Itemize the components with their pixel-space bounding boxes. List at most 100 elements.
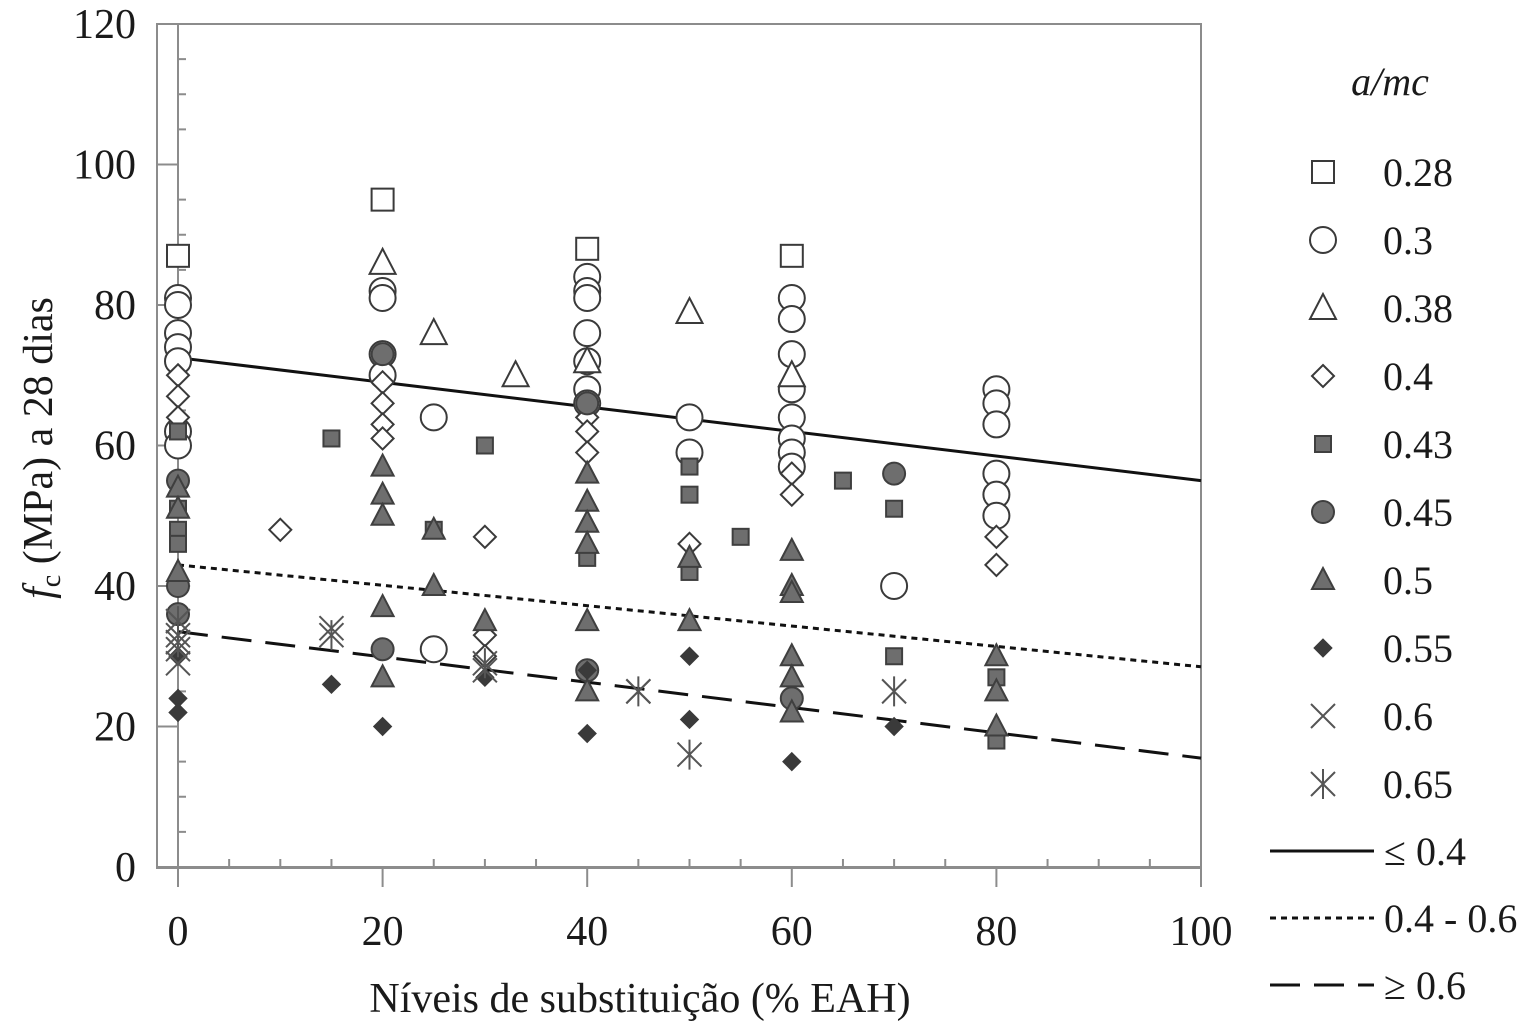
data-point bbox=[369, 501, 396, 526]
data-point bbox=[165, 650, 191, 676]
data-point bbox=[731, 527, 750, 546]
data-point bbox=[370, 390, 396, 416]
data-point bbox=[421, 515, 447, 540]
data-point bbox=[165, 557, 191, 582]
data-point bbox=[575, 236, 600, 261]
x-axis-title: Níveis de substituição (% EAH) bbox=[369, 976, 910, 1022]
legend-label: 0.4 bbox=[1383, 354, 1433, 399]
y-tick-label: 20 bbox=[94, 705, 136, 751]
legend-label: 0.65 bbox=[1383, 762, 1453, 807]
legend: a/mc 0.28 0.3 0.38 0.4 0.43 0.45 0.5 0.55 0.6 0.6… bbox=[1270, 59, 1517, 1008]
data-point bbox=[885, 647, 904, 666]
data-point bbox=[983, 524, 1009, 550]
legend-marker bbox=[1310, 769, 1336, 799]
data-point bbox=[983, 642, 1010, 667]
data-point bbox=[782, 751, 802, 772]
data-point bbox=[679, 709, 700, 730]
data-point bbox=[475, 436, 494, 455]
data-point bbox=[321, 674, 342, 695]
data-point bbox=[577, 660, 597, 681]
legend-label: 0.45 bbox=[1383, 490, 1453, 535]
legend-label: 0.55 bbox=[1383, 626, 1453, 671]
trend-line-dashed bbox=[177, 630, 1202, 760]
data-point bbox=[574, 606, 600, 632]
legend-label: ≥ 0.6 bbox=[1384, 963, 1466, 1008]
x-tick-label: 100 bbox=[1170, 909, 1233, 955]
series-0.3 bbox=[164, 262, 1011, 664]
data-point bbox=[779, 663, 805, 688]
x-tick-label: 40 bbox=[566, 909, 608, 955]
data-point bbox=[779, 642, 805, 667]
legend-label: 0.38 bbox=[1383, 286, 1453, 331]
legend-label: 0.6 bbox=[1383, 694, 1433, 739]
data-point bbox=[322, 429, 341, 448]
data-point bbox=[572, 345, 602, 374]
data-point bbox=[680, 457, 699, 476]
data-point bbox=[983, 677, 1010, 702]
data-point bbox=[884, 716, 904, 737]
data-point bbox=[168, 702, 188, 723]
legend-marker bbox=[1308, 291, 1338, 320]
data-point bbox=[779, 578, 805, 604]
x-tick-label: 80 bbox=[975, 909, 1017, 955]
legend-label: 0.28 bbox=[1383, 150, 1453, 195]
data-point bbox=[370, 187, 395, 212]
series-0.28 bbox=[166, 187, 804, 268]
data-point bbox=[369, 592, 396, 618]
y-tick-label: 0 bbox=[115, 845, 136, 891]
data-point bbox=[369, 663, 396, 688]
data-point bbox=[370, 637, 395, 662]
data-point bbox=[165, 494, 191, 519]
data-point bbox=[472, 524, 498, 550]
data-point bbox=[833, 471, 852, 490]
data-point bbox=[500, 359, 531, 388]
legend-marker bbox=[1309, 226, 1337, 254]
legend-label: 0.5 bbox=[1383, 558, 1433, 603]
data-point bbox=[574, 487, 600, 512]
data-point bbox=[165, 383, 191, 409]
legend-marker bbox=[1313, 638, 1333, 658]
data-point bbox=[419, 316, 449, 346]
data-point bbox=[574, 419, 600, 444]
data-point bbox=[318, 620, 345, 651]
data-point bbox=[472, 606, 498, 632]
y-tick-label: 120 bbox=[73, 2, 136, 48]
legend-title: a/mc bbox=[1351, 59, 1429, 104]
data-point bbox=[421, 571, 447, 596]
data-point bbox=[369, 452, 396, 477]
data-point bbox=[419, 403, 448, 432]
x-tick-label: 60 bbox=[771, 909, 813, 955]
data-point bbox=[472, 648, 498, 679]
data-point bbox=[679, 646, 700, 666]
legend-label: ≤ 0.4 bbox=[1384, 829, 1466, 874]
data-point bbox=[267, 517, 293, 543]
y-axis-title-subscript: c bbox=[36, 575, 67, 587]
data-point bbox=[169, 422, 187, 441]
data-point bbox=[370, 426, 396, 451]
data-point bbox=[165, 627, 191, 658]
data-point bbox=[164, 291, 192, 319]
data-point bbox=[676, 543, 703, 568]
data-point bbox=[166, 243, 190, 268]
data-point bbox=[577, 723, 597, 744]
data-point bbox=[881, 676, 907, 707]
data-point bbox=[676, 606, 703, 632]
legend-label: 0.43 bbox=[1383, 422, 1453, 467]
legend-marker bbox=[1310, 363, 1336, 389]
series-0.65 bbox=[165, 606, 907, 770]
legend-label: 0.3 bbox=[1383, 218, 1433, 263]
y-tick-label: 40 bbox=[94, 564, 136, 610]
data-point bbox=[574, 529, 600, 554]
data-point bbox=[574, 508, 600, 533]
data-point bbox=[885, 499, 904, 518]
y-tick-label: 60 bbox=[94, 424, 136, 470]
data-point bbox=[779, 698, 805, 723]
data-point bbox=[777, 305, 806, 334]
data-point bbox=[676, 739, 703, 770]
data-point bbox=[982, 410, 1011, 439]
data-point bbox=[372, 716, 393, 737]
data-point bbox=[573, 319, 602, 348]
x-tick-label: 20 bbox=[362, 909, 404, 955]
legend-label: 0.4 - 0.6 bbox=[1384, 896, 1517, 941]
